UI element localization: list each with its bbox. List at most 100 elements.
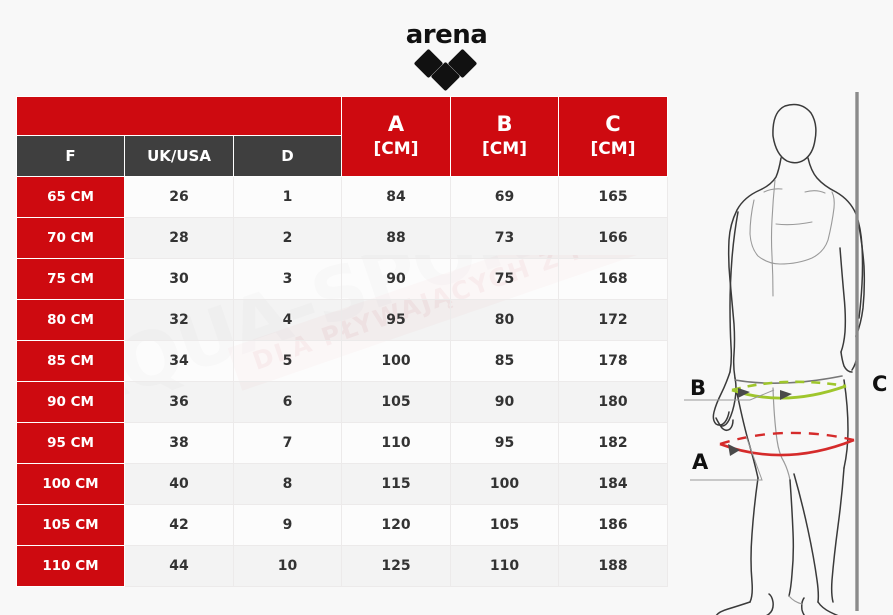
cell-a: 95 — [341, 299, 451, 341]
arena-wordmark: arena — [405, 20, 488, 50]
cell-d: 3 — [233, 258, 342, 300]
cell-b: 105 — [450, 504, 559, 546]
header-col-d: D — [233, 135, 342, 177]
cell-uk-usa: 36 — [124, 381, 234, 423]
cell-c: 182 — [558, 422, 668, 464]
header-col-b-label: B — [496, 112, 513, 137]
body-measurement-diagram: B A C — [672, 88, 893, 615]
header-col-c-label: C — [605, 112, 621, 137]
label-c: C — [872, 372, 888, 396]
waist-measurement-ellipse — [731, 380, 847, 400]
cell-d: 2 — [233, 217, 342, 259]
table-row: 85 CM 34 5 100 85 178 — [16, 340, 668, 382]
cell-size-f: 65 CM — [16, 176, 125, 218]
table-header-row-group: A [CM] B [CM] C [CM] — [16, 96, 668, 177]
label-b: B — [690, 376, 707, 400]
cell-size-f: 80 CM — [16, 299, 125, 341]
cell-b: 110 — [450, 545, 559, 587]
cell-a: 125 — [341, 545, 451, 587]
cell-uk-usa: 40 — [124, 463, 234, 505]
cell-size-f: 70 CM — [16, 217, 125, 259]
header-col-a-label: A — [387, 112, 405, 137]
cell-size-f: 95 CM — [16, 422, 125, 464]
cell-d: 8 — [233, 463, 342, 505]
brand-logo: arena — [0, 20, 893, 92]
cell-b: 85 — [450, 340, 559, 382]
header-col-a: A [CM] — [341, 96, 451, 177]
table-head: A [CM] B [CM] C [CM] F UK/USA D — [16, 96, 668, 177]
table-row: 90 CM 36 6 105 90 180 — [16, 381, 668, 423]
cell-b: 90 — [450, 381, 559, 423]
table-row: 100 CM 40 8 115 100 184 — [16, 463, 668, 505]
cell-size-f: 90 CM — [16, 381, 125, 423]
cell-c: 184 — [558, 463, 668, 505]
header-col-b: B [CM] — [450, 96, 559, 177]
table-row: 65 CM 26 1 84 69 165 — [16, 176, 668, 218]
header-col-ukusa: UK/USA — [124, 135, 234, 177]
cell-b: 69 — [450, 176, 559, 218]
leader-lines — [684, 389, 775, 481]
cell-uk-usa: 42 — [124, 504, 234, 546]
cell-size-f: 85 CM — [16, 340, 125, 382]
table-row: 70 CM 28 2 88 73 166 — [16, 217, 668, 259]
cell-uk-usa: 32 — [124, 299, 234, 341]
cell-d: 10 — [233, 545, 342, 587]
cell-a: 110 — [341, 422, 451, 464]
cell-uk-usa: 34 — [124, 340, 234, 382]
table-row: 110 CM 44 10 125 110 188 — [16, 545, 668, 587]
cell-d: 9 — [233, 504, 342, 546]
cell-d: 1 — [233, 176, 342, 218]
cell-b: 73 — [450, 217, 559, 259]
cell-size-f: 105 CM — [16, 504, 125, 546]
cell-c: 166 — [558, 217, 668, 259]
cell-a: 88 — [341, 217, 451, 259]
cell-uk-usa: 30 — [124, 258, 234, 300]
table-header-row-sub: F UK/USA D — [16, 135, 668, 177]
cell-b: 80 — [450, 299, 559, 341]
cell-d: 6 — [233, 381, 342, 423]
cell-c: 188 — [558, 545, 668, 587]
header-col-c-unit: [CM] — [590, 138, 636, 159]
cell-uk-usa: 28 — [124, 217, 234, 259]
cell-uk-usa: 44 — [124, 545, 234, 587]
cell-a: 115 — [341, 463, 451, 505]
cell-c: 168 — [558, 258, 668, 300]
table-row: 80 CM 32 4 95 80 172 — [16, 299, 668, 341]
cell-size-f: 110 CM — [16, 545, 125, 587]
cell-c: 178 — [558, 340, 668, 382]
label-a: A — [692, 450, 709, 474]
table-body: 65 CM 26 1 84 69 165 70 CM 28 2 88 73 166 75 CM 30 3 90… — [16, 176, 668, 587]
header-blank-merged — [16, 96, 342, 136]
table-row: 105 CM 42 9 120 105 186 — [16, 504, 668, 546]
male-body-outline-icon — [684, 92, 866, 615]
cell-b: 100 — [450, 463, 559, 505]
cell-a: 84 — [341, 176, 451, 218]
cell-size-f: 100 CM — [16, 463, 125, 505]
cell-d: 5 — [233, 340, 342, 382]
size-table: A [CM] B [CM] C [CM] F UK/USA D — [16, 96, 668, 587]
header-col-b-unit: [CM] — [482, 138, 527, 159]
cell-b: 95 — [450, 422, 559, 464]
cell-uk-usa: 26 — [124, 176, 234, 218]
cell-d: 4 — [233, 299, 342, 341]
table-row: 95 CM 38 7 110 95 182 — [16, 422, 668, 464]
table-row: 75 CM 30 3 90 75 168 — [16, 258, 668, 300]
hip-measurement-ellipse — [719, 431, 855, 457]
header-col-a-unit: [CM] — [373, 138, 419, 159]
size-table-container: A [CM] B [CM] C [CM] F UK/USA D — [16, 96, 668, 587]
cell-size-f: 75 CM — [16, 258, 125, 300]
cell-c: 172 — [558, 299, 668, 341]
cell-a: 90 — [341, 258, 451, 300]
cell-a: 100 — [341, 340, 451, 382]
header-col-f: F — [16, 135, 125, 177]
cell-c: 186 — [558, 504, 668, 546]
cell-a: 105 — [341, 381, 451, 423]
cell-c: 180 — [558, 381, 668, 423]
cell-c: 165 — [558, 176, 668, 218]
cell-d: 7 — [233, 422, 342, 464]
cell-b: 75 — [450, 258, 559, 300]
cell-a: 120 — [341, 504, 451, 546]
arena-diamonds-icon — [412, 48, 482, 92]
cell-uk-usa: 38 — [124, 422, 234, 464]
